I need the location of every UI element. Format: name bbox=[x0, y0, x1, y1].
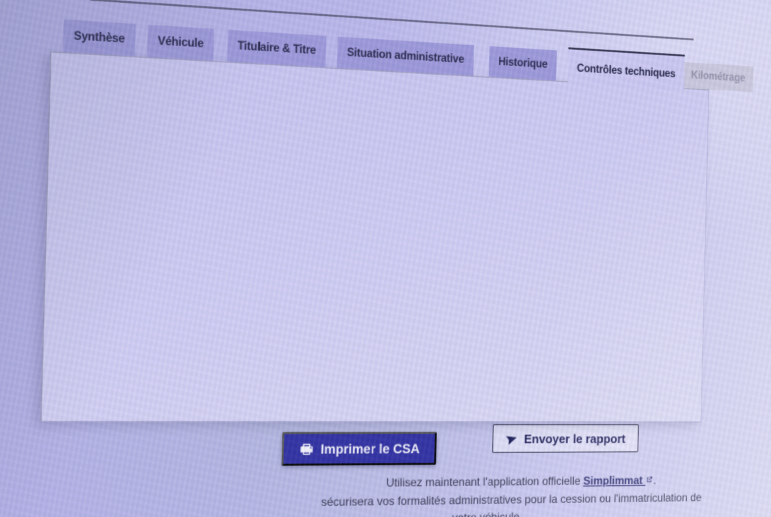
footer-line-3: votre véhicule. bbox=[452, 510, 523, 517]
simplimmat-link-label: Simplimmat bbox=[583, 473, 643, 488]
footer-text: Utilisez maintenant l'application offici… bbox=[385, 474, 584, 490]
footer-line-1: Utilisez maintenant l'application offici… bbox=[386, 474, 656, 490]
tab-titulaire-titre[interactable]: Titulaire & Titre bbox=[227, 29, 326, 68]
tab-synthese[interactable]: Synthèse bbox=[62, 19, 136, 57]
print-csa-button[interactable]: Imprimer le CSA bbox=[281, 431, 437, 466]
send-report-button[interactable]: Envoyer le rapport bbox=[492, 424, 639, 453]
print-csa-label: Imprimer le CSA bbox=[320, 441, 420, 457]
printer-icon bbox=[299, 441, 314, 456]
tab-vehicule[interactable]: Véhicule bbox=[147, 24, 214, 61]
inspections-panel bbox=[40, 51, 710, 423]
simplimmat-link[interactable]: Simplimmat bbox=[583, 473, 653, 488]
tab-controles-techniques[interactable]: Contrôles techniques bbox=[567, 47, 685, 91]
tab-kilometrage: Kilométrage bbox=[682, 62, 754, 93]
footer-line-2: sécurisera vos formalités administrative… bbox=[320, 490, 702, 509]
send-report-label: Envoyer le rapport bbox=[523, 431, 626, 446]
send-icon bbox=[505, 431, 520, 447]
app-viewport: Synthèse Véhicule Titulaire & Titre Situ… bbox=[40, 0, 754, 517]
footer-text-suffix: . bbox=[653, 473, 657, 487]
tab-historique[interactable]: Historique bbox=[488, 46, 557, 81]
